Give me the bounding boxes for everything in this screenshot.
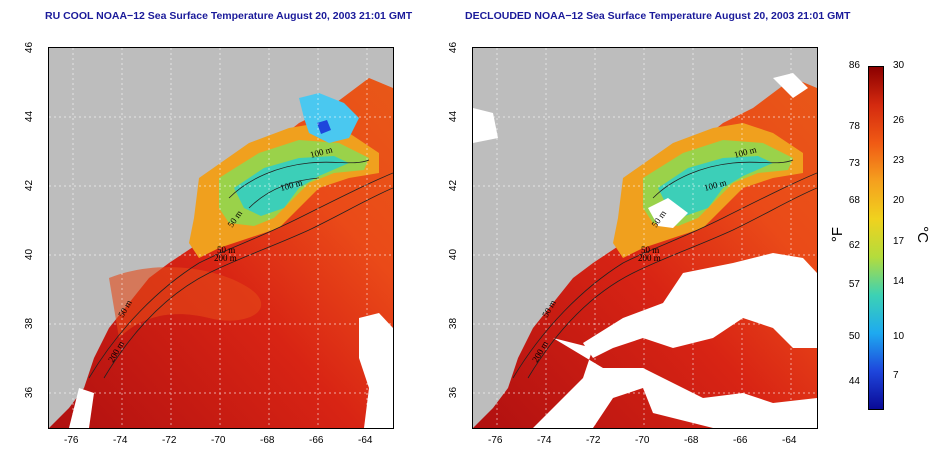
y-tick: 44: [24, 111, 35, 122]
c-tick: 10: [893, 331, 904, 342]
x-tick: -70: [211, 435, 225, 446]
contour-label: 200 m: [214, 253, 237, 263]
temperature-colorbar: [868, 66, 884, 410]
c-tick: 30: [893, 60, 904, 71]
y-tick: 44: [448, 111, 459, 122]
y-tick: 42: [24, 180, 35, 191]
f-tick: 44: [830, 376, 860, 387]
x-tick: -74: [113, 435, 127, 446]
x-tick: -74: [537, 435, 551, 446]
y-tick: 36: [24, 387, 35, 398]
f-tick: 50: [830, 331, 860, 342]
fahrenheit-unit-label: °F: [829, 227, 846, 242]
f-tick: 68: [830, 195, 860, 206]
y-tick: 46: [24, 42, 35, 53]
c-tick: 26: [893, 115, 904, 126]
y-tick: 42: [448, 180, 459, 191]
x-tick: -72: [162, 435, 176, 446]
contour-label: 200 m: [638, 253, 661, 263]
left-sst-map: 100 m 100 m 50 m 50 m 200 m 50 m 200 m: [48, 47, 394, 429]
x-tick: -76: [488, 435, 502, 446]
y-tick: 38: [24, 318, 35, 329]
x-tick: -64: [782, 435, 796, 446]
right-panel-title: DECLOUDED NOAA−12 Sea Surface Temperatur…: [465, 10, 850, 22]
x-tick: -76: [64, 435, 78, 446]
x-tick: -64: [358, 435, 372, 446]
x-tick: -66: [309, 435, 323, 446]
f-tick: 78: [830, 121, 860, 132]
x-tick: -72: [586, 435, 600, 446]
c-tick: 17: [893, 236, 904, 247]
c-tick: 7: [893, 370, 899, 381]
right-sst-map: 100 m 100 m 50 m 50 m 200 m 50 m 200 m: [472, 47, 818, 429]
x-tick: -66: [733, 435, 747, 446]
c-tick: 20: [893, 195, 904, 206]
f-tick: 57: [830, 279, 860, 290]
left-panel-title: RU COOL NOAA−12 Sea Surface Temperature …: [45, 10, 412, 22]
y-tick: 46: [448, 42, 459, 53]
y-tick: 36: [448, 387, 459, 398]
celsius-unit-label: °C: [914, 226, 931, 243]
f-tick: 73: [830, 158, 860, 169]
x-tick: -68: [684, 435, 698, 446]
f-tick: 86: [830, 60, 860, 71]
c-tick: 14: [893, 276, 904, 287]
x-tick: -68: [260, 435, 274, 446]
x-tick: -70: [635, 435, 649, 446]
y-tick: 38: [448, 318, 459, 329]
y-tick: 40: [24, 249, 35, 260]
y-tick: 40: [448, 249, 459, 260]
c-tick: 23: [893, 155, 904, 166]
